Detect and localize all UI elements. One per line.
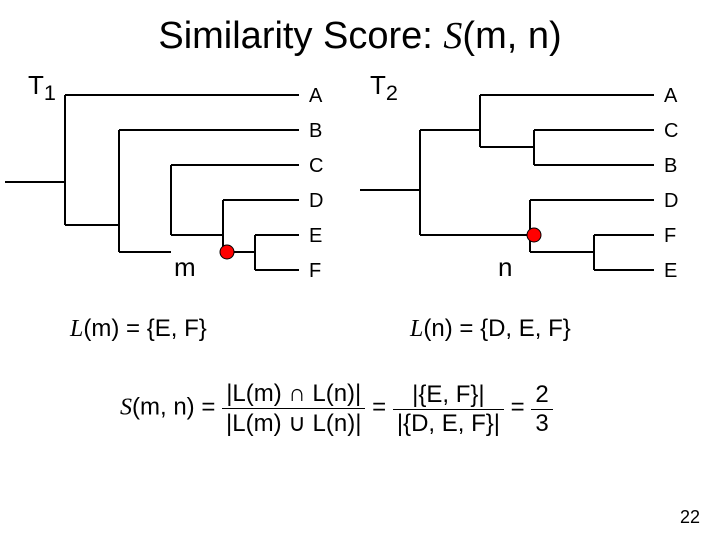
- equation-Lm: L(m) = {E, F}: [70, 315, 207, 343]
- leaf-label: C: [664, 120, 678, 142]
- leaf-label: B: [664, 155, 677, 177]
- leaf-label: D: [664, 190, 678, 212]
- node-marker: [220, 245, 234, 259]
- leaf-label: D: [309, 190, 323, 212]
- marker-m: m: [174, 252, 196, 283]
- tree1-svg: ABCDEF: [5, 80, 335, 310]
- leaf-label: F: [664, 225, 676, 247]
- marker-n: n: [498, 252, 512, 283]
- leaf-label: E: [309, 225, 322, 247]
- tree2-svg: ACBDFE: [360, 80, 690, 310]
- leaf-label: E: [664, 260, 677, 282]
- equation-Ln: L(n) = {D, E, F}: [410, 315, 571, 343]
- title-func: S: [443, 15, 462, 57]
- page-title: Similarity Score: S(m, n): [0, 14, 720, 58]
- slide-number: 22: [680, 507, 700, 528]
- leaf-label: A: [309, 85, 323, 107]
- node-marker: [527, 228, 541, 242]
- title-prefix: Similarity Score:: [158, 15, 443, 57]
- leaf-label: A: [664, 85, 678, 107]
- leaf-label: F: [309, 260, 321, 282]
- equation-S: S(m, n) = |L(m) ∩ L(n)||L(m) ∪ L(n)| = |…: [120, 380, 553, 438]
- leaf-label: B: [309, 120, 322, 142]
- leaf-label: C: [309, 155, 323, 177]
- title-args: (m, n): [462, 15, 561, 57]
